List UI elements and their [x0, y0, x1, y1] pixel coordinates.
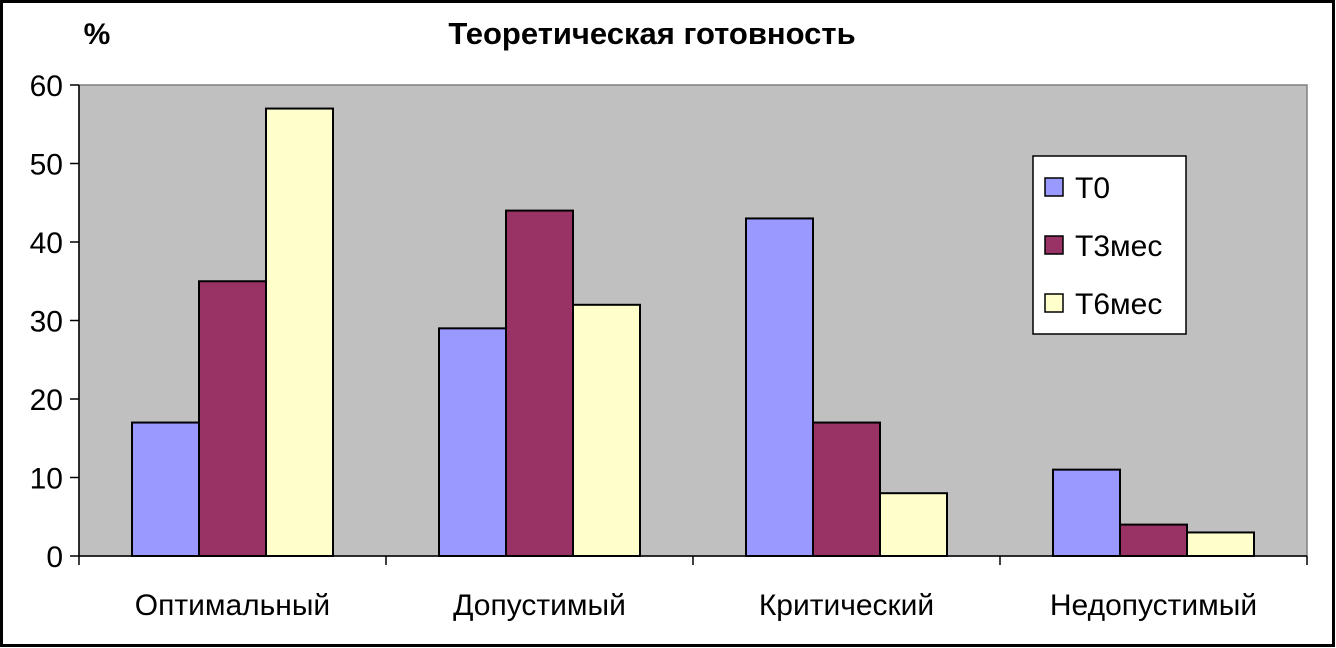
bar-Т0-Оптимальный: [131, 421, 200, 557]
bar-Т6мес-Оптимальный: [265, 107, 334, 558]
legend-label: Т0: [1075, 172, 1110, 205]
y-axis: 0 10 20 30 40 50 60: [30, 70, 80, 574]
bar-Т3мес-Допустимый: [505, 209, 574, 557]
bar-Т3мес-Недопустимый: [1119, 523, 1188, 557]
bar-Т0-Допустимый: [438, 327, 507, 557]
legend-label: Т6мес: [1075, 288, 1162, 321]
legend: Т0 Т3мес Т6мес: [1032, 155, 1187, 335]
bar-Т3мес-Оптимальный: [198, 280, 267, 557]
legend-swatch: [1044, 177, 1064, 197]
bar-Т0-Недопустимый: [1052, 468, 1121, 557]
category-label: Допустимый: [453, 589, 626, 622]
bar-Т6мес-Допустимый: [572, 303, 641, 557]
bar-Т6мес-Недопустимый: [1186, 531, 1255, 558]
legend-label: Т3мес: [1075, 230, 1162, 263]
y-tick-label: 30: [30, 306, 63, 339]
category-label: Критический: [759, 589, 934, 622]
legend-swatch: [1044, 235, 1064, 255]
y-tick-label: 50: [30, 149, 63, 182]
y-tick-label: 40: [30, 227, 63, 260]
y-axis-label: %: [84, 18, 111, 51]
bars-group: [131, 107, 1255, 558]
y-tick-label: 60: [30, 70, 63, 103]
y-tick-label: 20: [30, 384, 63, 417]
y-tick-label: 10: [30, 463, 63, 496]
bar-Т6мес-Критический: [879, 492, 948, 558]
category-label: Недопустимый: [1050, 589, 1257, 622]
chart-title: Теоретическая готовность: [448, 16, 855, 51]
legend-swatch: [1044, 293, 1064, 313]
y-tick-label: 0: [46, 541, 63, 574]
bar-Т0-Критический: [745, 217, 814, 557]
bar-Т3мес-Критический: [812, 421, 881, 557]
category-label: Оптимальный: [135, 589, 330, 622]
